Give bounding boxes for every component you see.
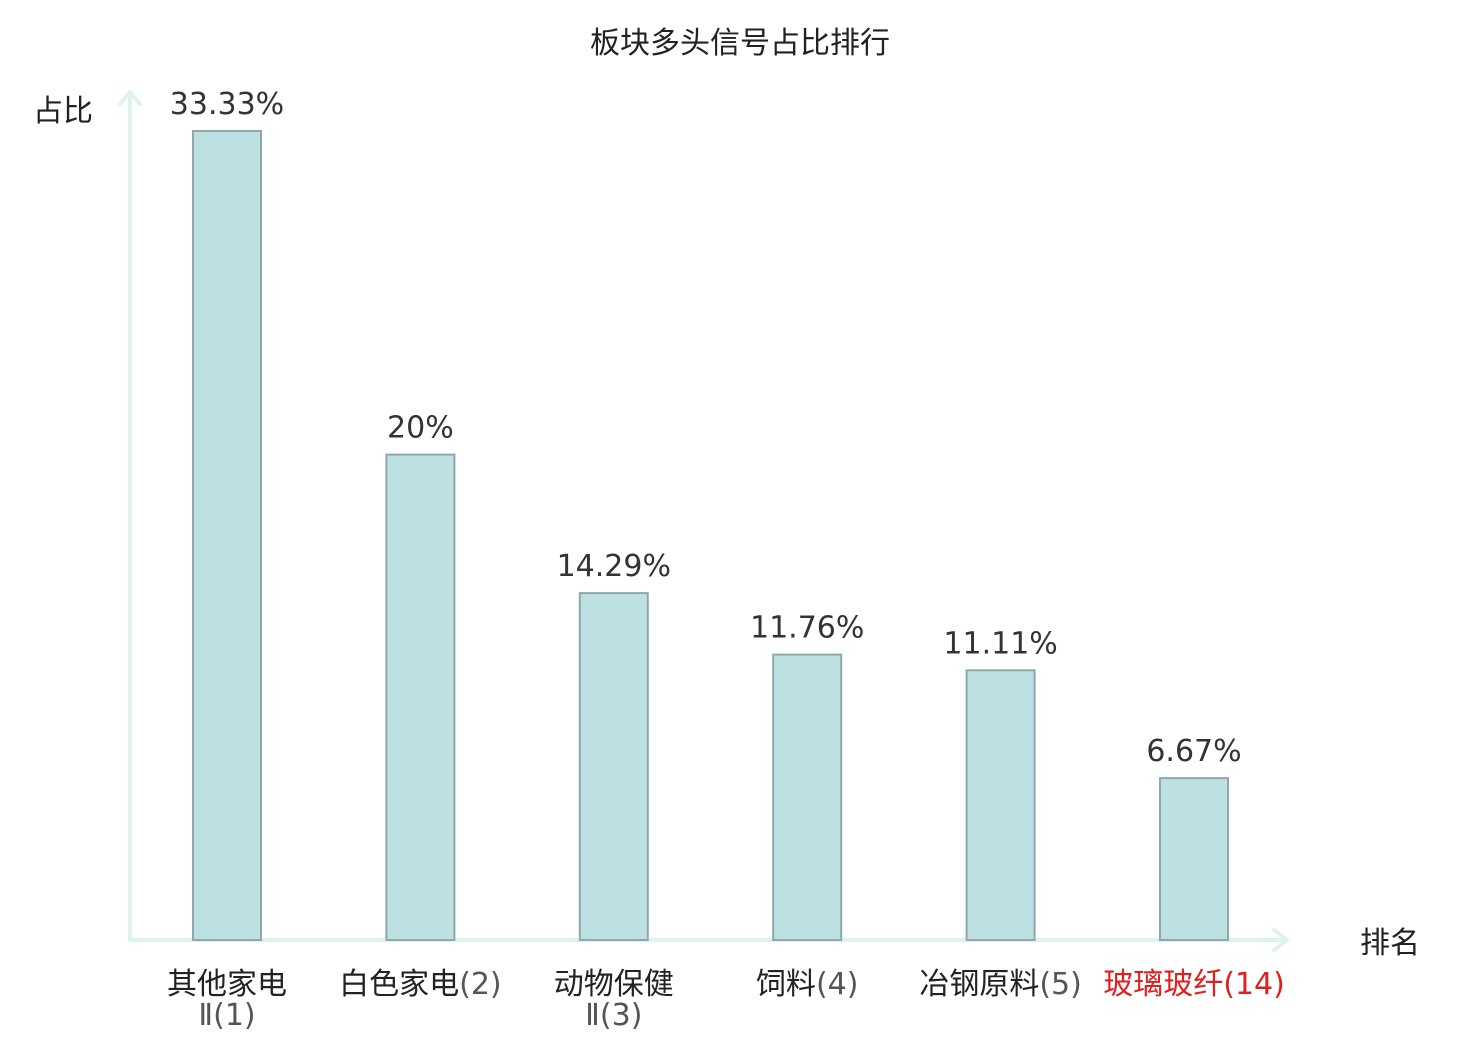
category-rank-4: (4): [816, 967, 859, 1002]
y-axis-label: 占比: [33, 94, 93, 129]
value-label-3: 14.29%: [557, 549, 671, 584]
category-rank-6: (14): [1223, 967, 1285, 1002]
category-name-2: 白色家电: [339, 967, 459, 1002]
bar-2: [385, 453, 456, 941]
value-labels-group: 33.33% 20% 14.29% 11.76% 11.11% 6.67%: [170, 87, 1242, 769]
bar-5: [965, 669, 1036, 941]
category-rank-3: Ⅱ(3): [585, 998, 642, 1033]
category-rank-2: (2): [459, 967, 502, 1002]
category-label-5: 冶钢原料(5): [919, 967, 1082, 1002]
value-label-5: 11.11%: [943, 626, 1057, 661]
chart-title: 板块多头信号占比排行: [590, 26, 890, 61]
category-rank-1: Ⅱ(1): [198, 998, 255, 1033]
category-name-6: 玻璃玻纤: [1103, 967, 1223, 1002]
category-rank-5: (5): [1039, 967, 1082, 1002]
value-label-6: 6.67%: [1146, 734, 1241, 769]
value-label-4: 11.76%: [750, 611, 864, 646]
y-axis: [118, 90, 142, 942]
y-axis-arrow: [118, 90, 142, 106]
value-label-1: 33.33%: [170, 87, 284, 122]
value-label-2: 20%: [387, 411, 454, 446]
bar-3: [578, 592, 649, 941]
x-axis: [128, 928, 1289, 952]
x-axis-label: 排名: [1360, 926, 1420, 961]
category-label-6: 玻璃玻纤(14): [1103, 967, 1285, 1002]
category-label-4: 饲料(4): [756, 967, 859, 1002]
category-name-3: 动物保健: [554, 967, 674, 1002]
category-name-5: 冶钢原料: [919, 967, 1039, 1002]
category-label-2: 白色家电(2): [339, 967, 502, 1002]
bar-4: [772, 653, 843, 941]
category-name-4: 饲料: [756, 967, 816, 1002]
bars-group: [192, 130, 1229, 941]
bar-1: [192, 130, 262, 941]
x-axis-arrow: [1272, 928, 1289, 952]
bar-6: [1159, 777, 1229, 941]
category-name-1: 其他家电: [167, 967, 287, 1002]
